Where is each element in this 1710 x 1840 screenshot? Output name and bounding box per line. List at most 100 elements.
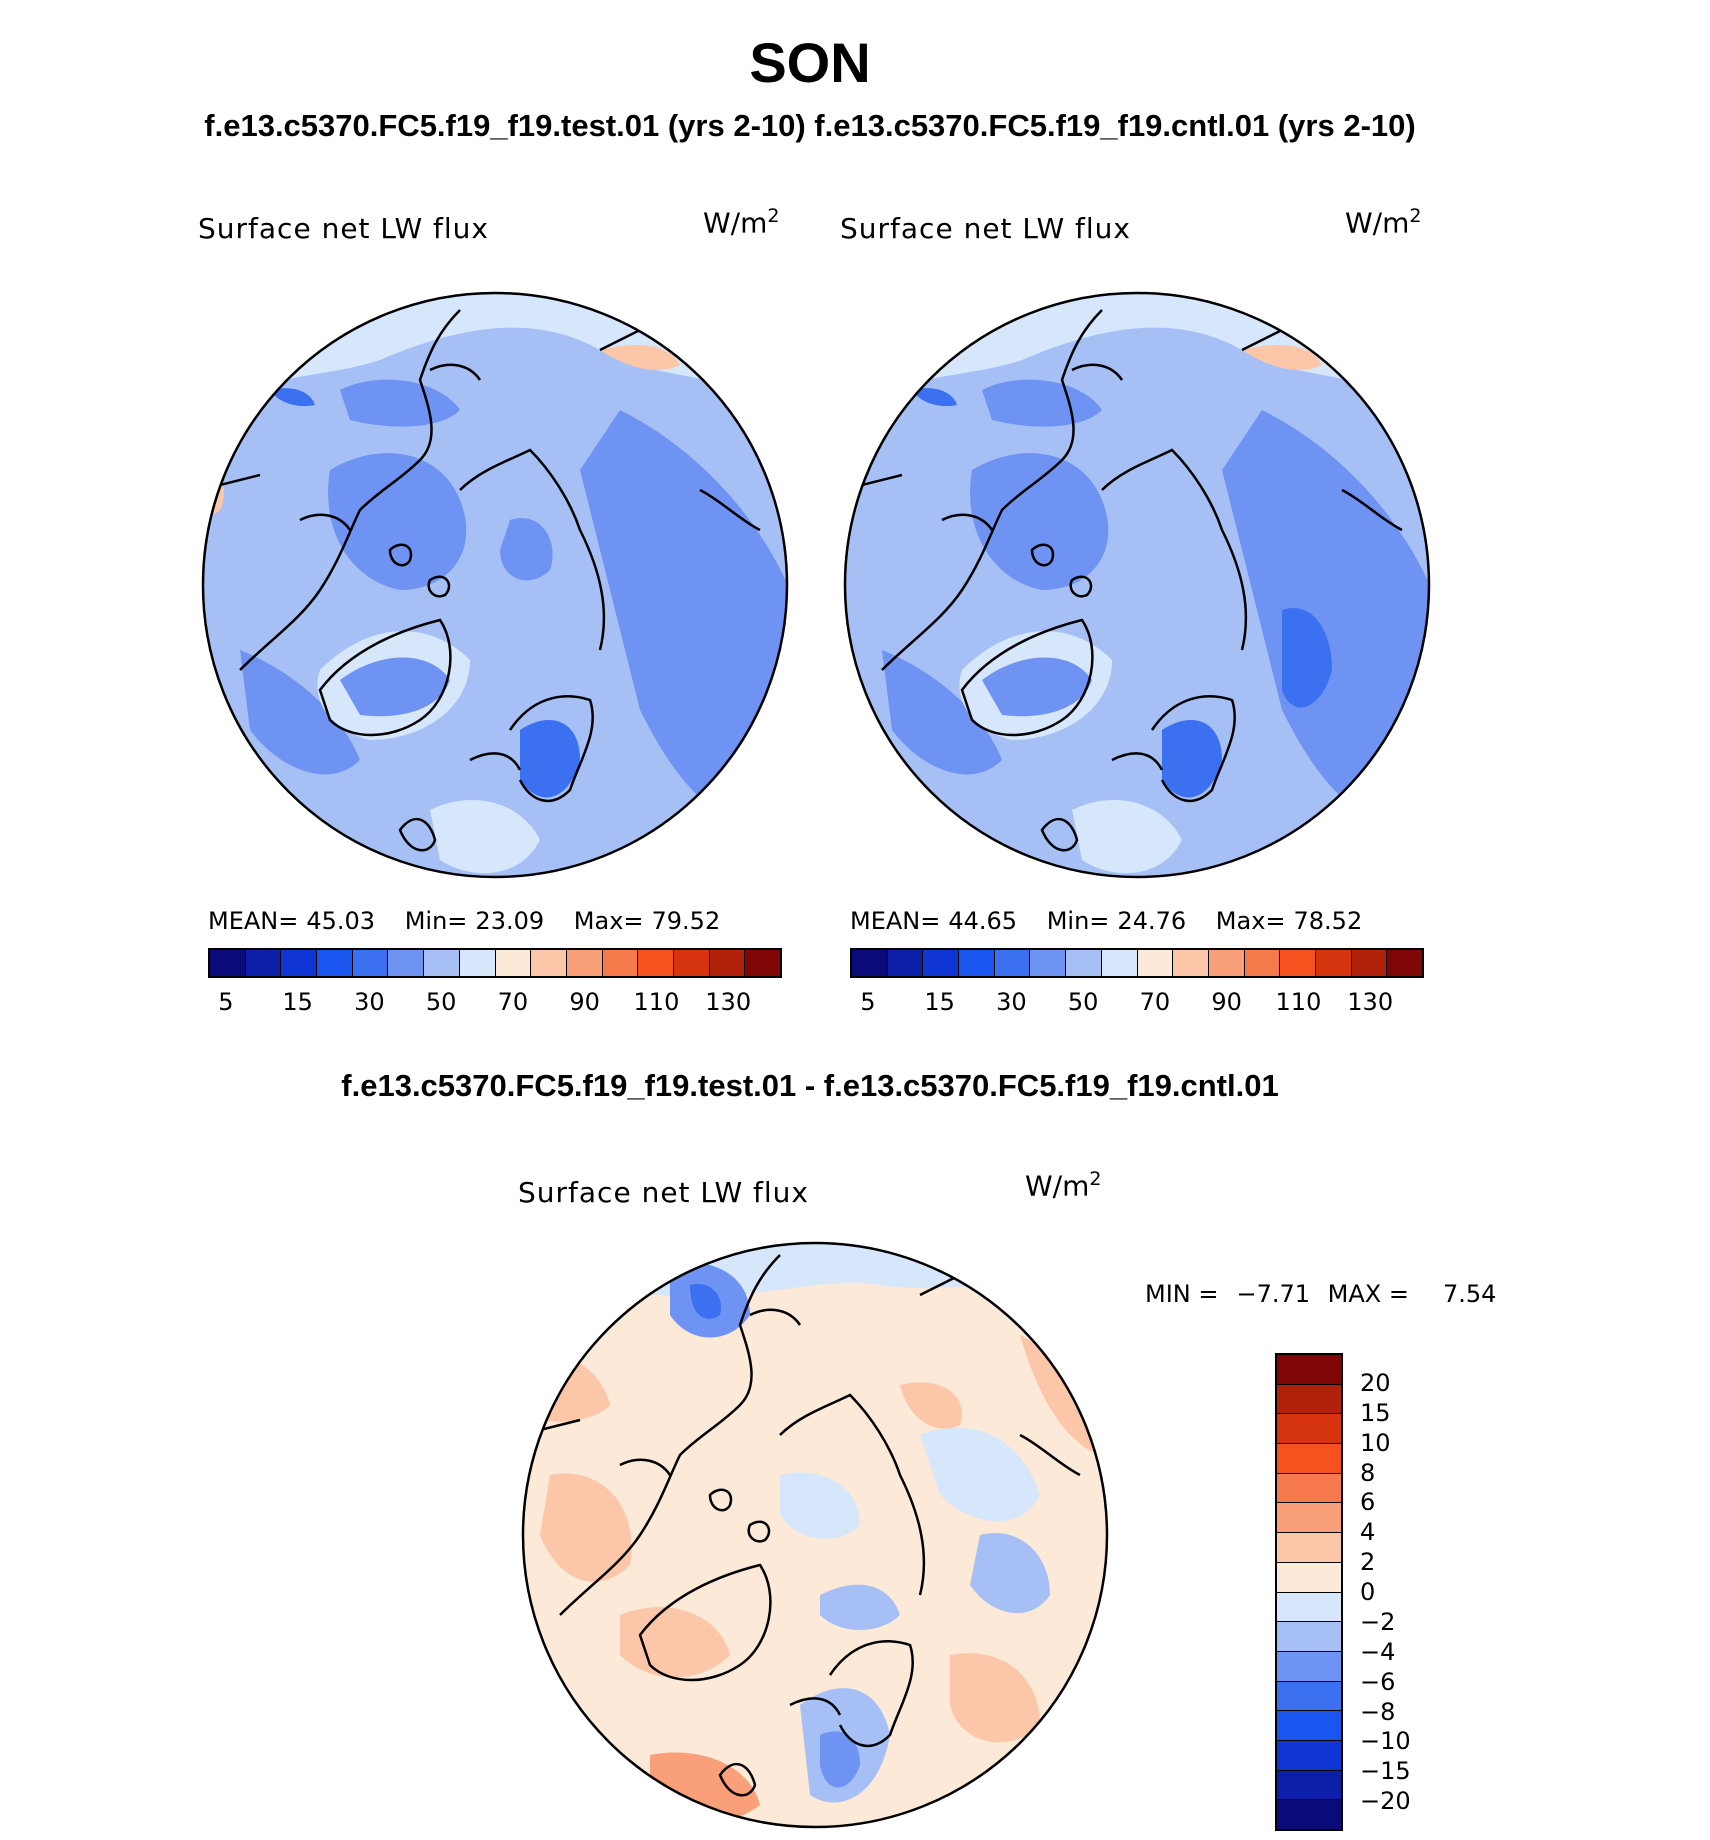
panel1-colorbar-tick-label: 130 xyxy=(705,988,752,1016)
diff-panel-label: Surface net LW flux xyxy=(518,1176,809,1209)
panel2-colorbar-tick-label: 30 xyxy=(996,988,1027,1016)
diff-colorbar-swatch xyxy=(1277,1503,1341,1534)
panel1-colorbar-swatch xyxy=(709,950,746,976)
panel2-colorbar-swatch xyxy=(1173,950,1209,976)
diff-colorbar-tick-label: 8 xyxy=(1360,1458,1376,1487)
diff-colorbar-tick-label: −8 xyxy=(1360,1697,1396,1726)
diff-colorbar-tick-label: 15 xyxy=(1360,1398,1391,1427)
diff-panel-unit: W/m2 xyxy=(1025,1168,1102,1203)
panel1-colorbar-swatch xyxy=(424,950,460,976)
diff-colorbar-swatch xyxy=(1277,1384,1341,1415)
diff-colorbar-swatch xyxy=(1277,1355,1341,1385)
panel1-colorbar-tick-label: 50 xyxy=(425,988,457,1016)
difference-title: f.e13.c5370.FC5.f19_f19.test.01 - f.e13.… xyxy=(341,1068,1279,1103)
diff-colorbar-tick-label: −10 xyxy=(1360,1727,1411,1756)
panel2-colorbar-swatch xyxy=(887,950,924,976)
panel2-colorbar-tick-label: 15 xyxy=(924,988,955,1016)
diff-colorbar xyxy=(1275,1353,1343,1831)
panel1-colorbar-swatch xyxy=(459,950,496,976)
panel2-colorbar-ticks: 5 15 30 50 70 90 110 130 xyxy=(850,988,1424,1018)
panel1-colorbar-swatch xyxy=(352,950,389,976)
panel2-colorbar-tick-label: 130 xyxy=(1347,988,1394,1016)
diff-colorbar-swatch xyxy=(1277,1651,1341,1682)
panel2-colorbar-swatch xyxy=(1066,950,1102,976)
diff-colorbar-tick-label: 2 xyxy=(1360,1548,1376,1577)
diff-colorbar-swatch xyxy=(1277,1414,1341,1445)
main-title: SON xyxy=(749,31,871,94)
panel1-map xyxy=(201,291,789,879)
diff-colorbar-tick-label: −4 xyxy=(1360,1637,1396,1666)
panel2-colorbar-tick-label: 90 xyxy=(1211,988,1242,1016)
diff-colorbar-tick-label: 4 xyxy=(1360,1518,1376,1547)
panel1-colorbar-swatch xyxy=(638,950,674,976)
panel1-colorbar-swatch xyxy=(673,950,710,976)
panel2-colorbar-swatch xyxy=(1137,950,1174,976)
panel1-colorbar-tick-label: 110 xyxy=(633,988,680,1016)
panel1-colorbar-swatch xyxy=(602,950,639,976)
diff-colorbar-tick-label: −20 xyxy=(1360,1787,1411,1816)
diff-colorbar-tick-label: −6 xyxy=(1360,1667,1396,1696)
diff-colorbar-swatch xyxy=(1277,1444,1341,1474)
panel2-colorbar-tick-label: 5 xyxy=(860,988,876,1016)
panel1-colorbar-tick-label: 5 xyxy=(218,988,234,1016)
panel2-colorbar xyxy=(850,948,1424,978)
panel1-colorbar-ticks: 5 15 30 50 70 90 110 130 xyxy=(208,988,782,1018)
panel1-colorbar-swatch xyxy=(317,950,353,976)
panel1-colorbar-swatch xyxy=(245,950,282,976)
diff-colorbar-swatch xyxy=(1277,1711,1341,1741)
panel1-label: Surface net LW flux xyxy=(198,212,489,245)
panel2-colorbar-swatch xyxy=(1387,950,1422,976)
panel2-colorbar-tick-label: 70 xyxy=(1139,988,1171,1016)
panel2-map xyxy=(843,291,1431,879)
panel1-unit: W/m2 xyxy=(703,205,780,240)
diff-colorbar-swatch xyxy=(1277,1562,1341,1593)
panel2-colorbar-swatch xyxy=(1208,950,1245,976)
panel2-colorbar-swatch xyxy=(1101,950,1138,976)
panel1-colorbar-tick-label: 70 xyxy=(497,988,529,1016)
panel1-colorbar-swatch xyxy=(495,950,532,976)
diff-colorbar-swatch xyxy=(1277,1473,1341,1504)
panel2-colorbar-swatch xyxy=(1244,950,1281,976)
diff-colorbar-swatch xyxy=(1277,1770,1341,1801)
panel1-colorbar-tick-label: 30 xyxy=(354,988,385,1016)
subtitle: f.e13.c5370.FC5.f19_f19.test.01 (yrs 2-1… xyxy=(204,108,1416,143)
panel1-colorbar-tick-label: 90 xyxy=(569,988,600,1016)
diff-colorbar-tick-label: 6 xyxy=(1360,1488,1376,1517)
panel2-colorbar-swatch xyxy=(852,950,888,976)
panel2-colorbar-swatch xyxy=(1351,950,1388,976)
panel2-colorbar-swatch xyxy=(994,950,1031,976)
panel2-colorbar-swatch xyxy=(1315,950,1352,976)
diff-colorbar-tick-label: 20 xyxy=(1360,1368,1391,1397)
diff-colorbar-swatch xyxy=(1277,1800,1341,1829)
panel2-label: Surface net LW flux xyxy=(840,212,1131,245)
diff-colorbar-swatch xyxy=(1277,1740,1341,1771)
panel1-colorbar-swatch xyxy=(281,950,318,976)
panel1-colorbar-swatch xyxy=(566,950,603,976)
diff-colorbar-tick-label: −15 xyxy=(1360,1757,1411,1786)
diff-panel-stats: MIN = −7.71 MAX = 7.54 xyxy=(1145,1280,1497,1308)
panel2-colorbar-swatch xyxy=(923,950,960,976)
panel1-colorbar-tick-label: 15 xyxy=(282,988,313,1016)
panel2-colorbar-tick-label: 50 xyxy=(1067,988,1099,1016)
panel2-colorbar-swatch xyxy=(1280,950,1316,976)
diff-colorbar-ticks: 20 15 10 8 6 4 2 0 −2 −4 −6 −8 −10 −15 −20 xyxy=(1360,1353,1460,1831)
panel1-colorbar-swatch xyxy=(210,950,246,976)
diff-colorbar-tick-label: −2 xyxy=(1360,1607,1396,1636)
diff-colorbar-swatch xyxy=(1277,1533,1341,1563)
panel2-colorbar-swatch xyxy=(959,950,995,976)
panel1-colorbar-swatch xyxy=(745,950,780,976)
panel2-colorbar-tick-label: 110 xyxy=(1275,988,1322,1016)
panel1-stats: MEAN= 45.03 Min= 23.09 Max= 79.52 xyxy=(208,907,721,935)
panel2-stats: MEAN= 44.65 Min= 24.76 Max= 78.52 xyxy=(850,907,1363,935)
panel1-colorbar-swatch xyxy=(388,950,425,976)
panel1-colorbar-swatch xyxy=(531,950,567,976)
panel1-colorbar xyxy=(208,948,782,978)
diff-colorbar-swatch xyxy=(1277,1622,1341,1652)
diff-panel-map xyxy=(521,1241,1109,1829)
diff-colorbar-tick-label: 10 xyxy=(1360,1428,1391,1457)
diff-colorbar-swatch xyxy=(1277,1681,1341,1712)
panel2-colorbar-swatch xyxy=(1030,950,1067,976)
panel2-unit: W/m2 xyxy=(1345,205,1422,240)
diff-colorbar-swatch xyxy=(1277,1592,1341,1623)
diff-colorbar-tick-label: 0 xyxy=(1360,1578,1376,1606)
